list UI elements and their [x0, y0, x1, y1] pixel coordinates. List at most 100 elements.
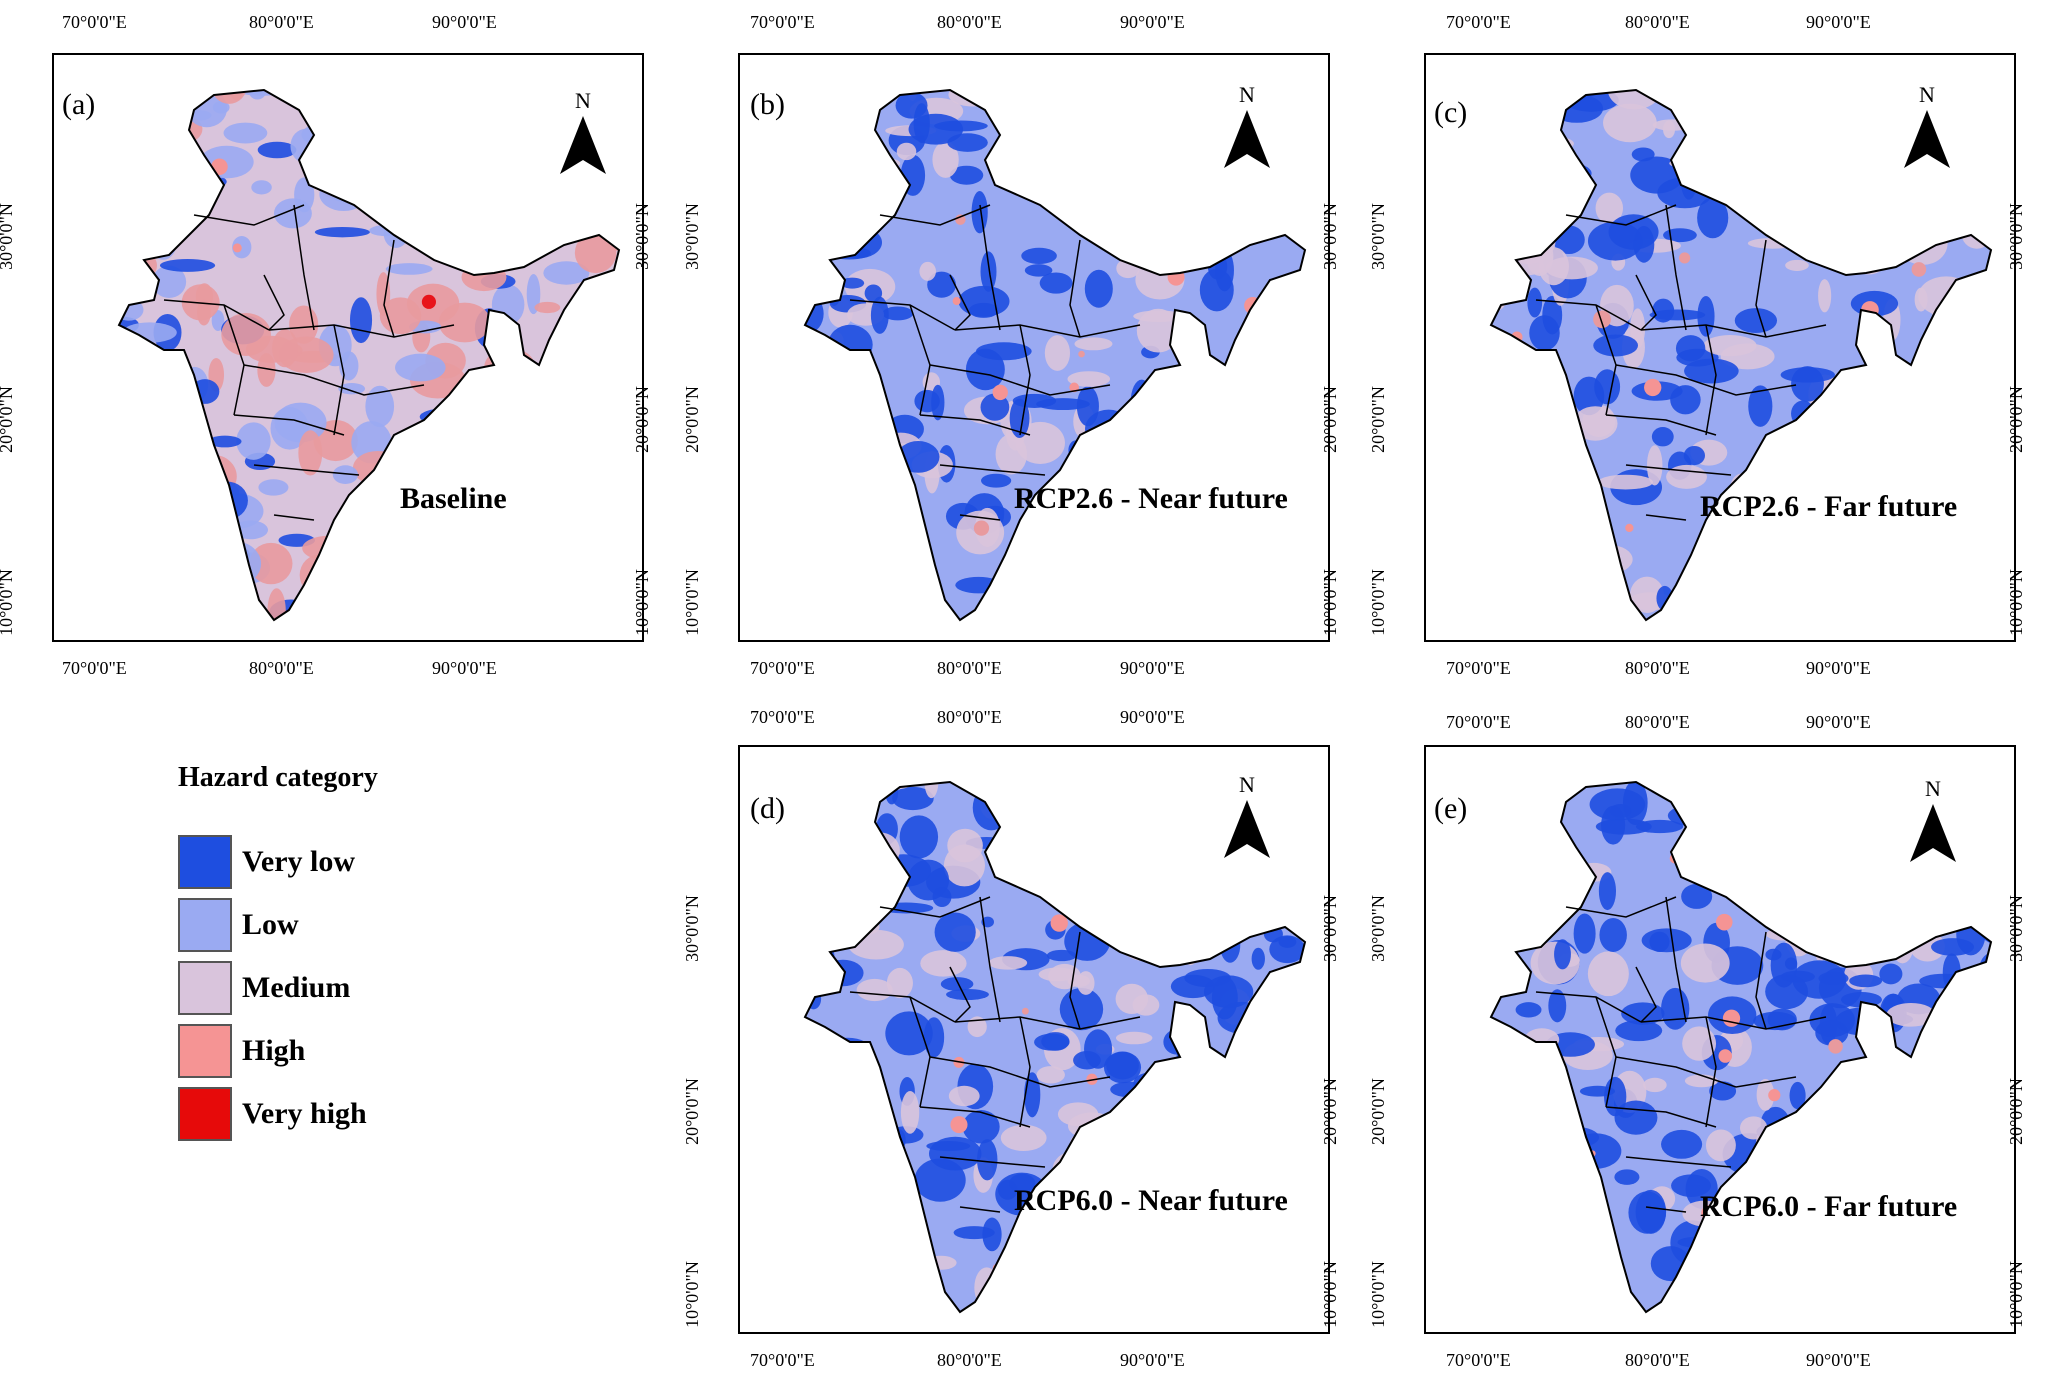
india-map — [803, 88, 1307, 622]
lat-tick-right-3: 10°0'0"N — [1319, 569, 1340, 636]
lat-tick-left-2: 20°0'0"N — [0, 386, 16, 453]
lon-tick-bottom-3: 90°0'0"E — [1806, 658, 1871, 678]
scenario-title: RCP6.0 - Near future — [1014, 1184, 1288, 1217]
lon-tick-top-1: 70°0'0"E — [1446, 12, 1511, 32]
lat-tick-left-3: 10°0'0"N — [681, 1261, 702, 1328]
scenario-title: RCP2.6 - Near future — [1014, 482, 1288, 515]
scenario-title: Baseline — [400, 482, 507, 515]
lat-tick-right-2: 20°0'0"N — [631, 386, 652, 453]
north-arrow: N — [1222, 772, 1272, 865]
legend-swatch-very-high — [178, 1086, 232, 1141]
lat-tick-left-1: 30°0'0"N — [681, 895, 702, 962]
lat-tick-left-1: 30°0'0"N — [1367, 895, 1388, 962]
map-frame — [1424, 53, 2016, 642]
lon-tick-bottom-2: 80°0'0"E — [937, 658, 1002, 678]
north-arrow: N — [558, 88, 608, 181]
lon-tick-bottom-2: 80°0'0"E — [937, 1350, 1002, 1370]
lon-tick-top-3: 90°0'0"E — [432, 12, 497, 32]
legend-item: High — [178, 1019, 378, 1082]
lon-tick-top-2: 80°0'0"E — [1625, 12, 1690, 32]
lat-tick-right-1: 30°0'0"N — [1319, 203, 1340, 270]
lat-tick-left-1: 30°0'0"N — [1367, 203, 1388, 270]
legend-item: Very low — [178, 830, 378, 893]
lat-tick-right-1: 30°0'0"N — [2005, 895, 2026, 962]
lat-tick-left-3: 10°0'0"N — [1367, 1261, 1388, 1328]
panel-label: (d) — [750, 792, 785, 825]
panel-label: (c) — [1434, 96, 1468, 129]
lon-tick-top-2: 80°0'0"E — [1625, 712, 1690, 732]
lat-tick-left-1: 30°0'0"N — [681, 203, 702, 270]
legend-label: Very high — [242, 1096, 367, 1130]
north-arrow-icon — [560, 116, 606, 174]
lat-tick-left-3: 10°0'0"N — [0, 569, 16, 636]
lon-tick-top-3: 90°0'0"E — [1806, 712, 1871, 732]
lon-tick-bottom-1: 70°0'0"E — [750, 658, 815, 678]
lon-tick-bottom-2: 80°0'0"E — [1625, 658, 1690, 678]
lon-tick-top-3: 90°0'0"E — [1806, 12, 1871, 32]
north-arrow-icon — [1224, 800, 1270, 858]
lon-tick-bottom-3: 90°0'0"E — [1806, 1350, 1871, 1370]
lon-tick-top-2: 80°0'0"E — [937, 12, 1002, 32]
lon-tick-top-2: 80°0'0"E — [937, 707, 1002, 727]
lat-tick-left-2: 20°0'0"N — [1367, 386, 1388, 453]
lon-tick-bottom-1: 70°0'0"E — [1446, 658, 1511, 678]
legend-label: Very low — [242, 844, 356, 878]
map-frame — [1424, 745, 2016, 1334]
lon-tick-top-1: 70°0'0"E — [750, 12, 815, 32]
lat-tick-left-3: 10°0'0"N — [1367, 569, 1388, 636]
legend-swatch-low — [178, 897, 232, 952]
lat-tick-right-2: 20°0'0"N — [2005, 1078, 2026, 1145]
lon-tick-bottom-1: 70°0'0"E — [750, 1350, 815, 1370]
lat-tick-left-2: 20°0'0"N — [681, 1078, 702, 1145]
india-map — [1489, 780, 1993, 1314]
panel-label: (a) — [62, 88, 96, 121]
india-map — [117, 88, 621, 622]
north-letter: N — [575, 88, 591, 113]
panel-label: (b) — [750, 88, 785, 121]
lat-tick-left-1: 30°0'0"N — [0, 203, 16, 270]
lon-tick-bottom-3: 90°0'0"E — [432, 658, 497, 678]
north-arrow: N — [1222, 82, 1272, 175]
legend-item: Medium — [178, 956, 378, 1019]
lat-tick-right-3: 10°0'0"N — [2005, 569, 2026, 636]
panel-label: (e) — [1434, 792, 1468, 825]
legend-swatch-high — [178, 1023, 232, 1078]
lon-tick-bottom-1: 70°0'0"E — [1446, 1350, 1511, 1370]
legend-swatch-medium — [178, 960, 232, 1015]
lat-tick-right-2: 20°0'0"N — [1319, 1078, 1340, 1145]
north-arrow: N — [1902, 82, 1952, 175]
india-map — [803, 780, 1307, 1314]
north-arrow: N — [1908, 776, 1958, 869]
lat-tick-left-2: 20°0'0"N — [1367, 1078, 1388, 1145]
north-letter: N — [1239, 772, 1255, 797]
north-arrow-icon — [1224, 110, 1270, 168]
lon-tick-bottom-2: 80°0'0"E — [1625, 1350, 1690, 1370]
lat-tick-right-3: 10°0'0"N — [631, 569, 652, 636]
lat-tick-left-3: 10°0'0"N — [681, 569, 702, 636]
north-letter: N — [1919, 82, 1935, 107]
scenario-title: RCP2.6 - Far future — [1700, 490, 1958, 523]
scenario-title: RCP6.0 - Far future — [1700, 1190, 1958, 1223]
legend-swatch-very-low — [178, 834, 232, 889]
legend-item: Very high — [178, 1082, 378, 1145]
lon-tick-top-1: 70°0'0"E — [1446, 712, 1511, 732]
lon-tick-bottom-1: 70°0'0"E — [62, 658, 127, 678]
map-frame — [738, 745, 1330, 1334]
legend: Hazard category Very low Low Medium High… — [178, 762, 378, 1145]
north-arrow-icon — [1910, 804, 1956, 862]
legend-item: Low — [178, 893, 378, 956]
india-map — [1489, 88, 1993, 622]
lat-tick-right-1: 30°0'0"N — [631, 203, 652, 270]
north-letter: N — [1925, 776, 1941, 801]
map-frame — [52, 53, 644, 642]
lon-tick-bottom-3: 90°0'0"E — [1120, 658, 1185, 678]
lon-tick-top-1: 70°0'0"E — [750, 707, 815, 727]
lon-tick-bottom-3: 90°0'0"E — [1120, 1350, 1185, 1370]
legend-label: Low — [242, 907, 299, 941]
north-arrow-icon — [1904, 110, 1950, 168]
lon-tick-top-3: 90°0'0"E — [1120, 707, 1185, 727]
lon-tick-bottom-2: 80°0'0"E — [249, 658, 314, 678]
lon-tick-top-1: 70°0'0"E — [62, 12, 127, 32]
lat-tick-right-3: 10°0'0"N — [2005, 1261, 2026, 1328]
lat-tick-right-1: 30°0'0"N — [2005, 203, 2026, 270]
